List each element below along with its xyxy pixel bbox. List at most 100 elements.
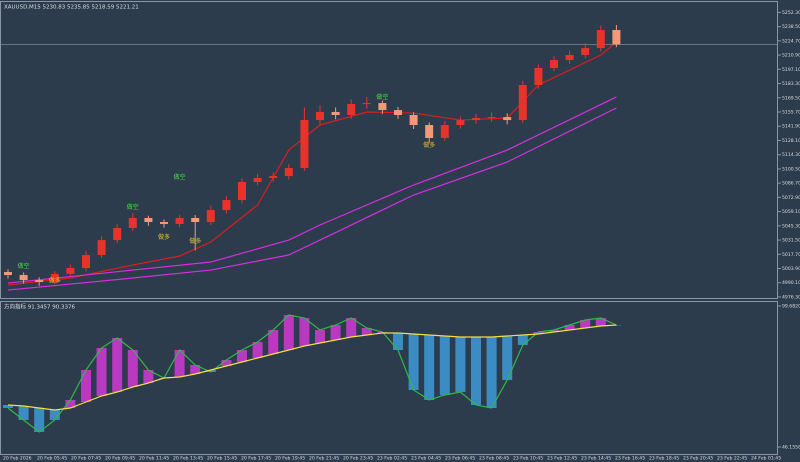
candle-body — [128, 217, 137, 228]
x-tick-label: 20 Feb 07:45 — [71, 456, 101, 462]
histogram-bar — [299, 318, 310, 346]
candle-body — [487, 117, 496, 119]
histogram-bar — [112, 338, 123, 393]
histogram-bar — [330, 324, 341, 341]
histogram-bar — [205, 369, 216, 372]
y-tick-label: 4976.30 — [782, 294, 800, 300]
x-tick-label: 20 Feb 2026 — [3, 456, 32, 462]
histogram-bar — [517, 335, 528, 345]
candle-body — [612, 30, 621, 45]
signal-label: 做空 — [174, 173, 186, 181]
x-tick-label: 23 Feb 10:45 — [513, 456, 543, 462]
x-tick-label: 20 Feb 15:45 — [207, 456, 237, 462]
candle-body — [160, 222, 168, 224]
x-tick-label: 23 Feb 18:45 — [649, 456, 679, 462]
candle-body — [66, 267, 75, 274]
x-tick-label: 23 Feb 20:45 — [683, 456, 713, 462]
y-tick-label: 5059.10 — [782, 209, 800, 215]
y-tick-label: 5183.30 — [782, 81, 800, 87]
histogram-bar — [580, 319, 591, 329]
candle-body — [19, 275, 28, 281]
histogram-bar — [81, 369, 91, 402]
candle-body — [565, 54, 574, 61]
y-tick-label: 5100.50 — [782, 166, 800, 172]
candle-body — [300, 120, 309, 168]
candle-body — [284, 167, 293, 177]
moving-average — [7, 41, 617, 286]
indicator-line — [7, 324, 617, 411]
y-tick-label: 5252.30 — [782, 10, 800, 16]
y-tick-label: 5031.50 — [782, 238, 800, 244]
candle-body — [316, 112, 324, 121]
histogram-bar — [237, 349, 247, 363]
y-tick-label: 5017.70 — [782, 252, 800, 258]
candle-body — [472, 117, 480, 121]
candle-body — [425, 124, 434, 138]
histogram-bar — [65, 399, 76, 409]
x-tick-label: 23 Feb 16:45 — [615, 456, 645, 462]
x-tick-label: 20 Feb 19:45 — [275, 456, 305, 462]
candle-body — [550, 60, 558, 68]
candle-body — [331, 112, 340, 115]
moving-average — [7, 96, 617, 284]
candle-body — [394, 110, 402, 115]
x-tick-label: 23 Feb 22:45 — [717, 456, 747, 462]
y-tick-label: 5238.50 — [782, 24, 800, 30]
histogram-bar — [346, 318, 357, 338]
histogram-bar — [564, 324, 575, 331]
candle-body — [113, 227, 122, 241]
candle-body — [440, 124, 449, 138]
y-tick-label: 5114.30 — [782, 152, 800, 158]
histogram-bar — [221, 360, 232, 367]
x-tick-label: 20 Feb 13:45 — [173, 456, 203, 462]
histogram-bar — [143, 369, 154, 384]
y-tick-label: 5003.90 — [782, 266, 800, 272]
histogram-bar — [439, 336, 450, 395]
candle-body — [269, 176, 278, 178]
x-tick-label: 20 Feb 21:45 — [309, 456, 339, 462]
y-tick-label: 5086.70 — [782, 181, 800, 187]
indicator-line — [7, 314, 617, 433]
x-tick-label: 20 Feb 17:45 — [241, 456, 271, 462]
histogram-bar — [595, 318, 606, 326]
x-tick-label: 23 Feb 02:45 — [377, 456, 407, 462]
candle-body — [253, 177, 262, 183]
candle-body — [97, 240, 106, 256]
histogram-bar — [408, 334, 419, 391]
y-tick-label: 5197.10 — [782, 67, 800, 73]
histogram-bar — [174, 349, 185, 377]
histogram-bar — [96, 347, 107, 396]
histogram-bar — [34, 408, 45, 433]
histogram-bar — [455, 337, 466, 393]
signal-label: 做空 — [18, 262, 30, 270]
candle-body — [409, 114, 418, 125]
indicator-title: 方向指标 91.3457 90.3376 — [4, 303, 75, 311]
candle-body — [50, 273, 59, 283]
y-tick-label: 5045.30 — [782, 223, 800, 229]
candle-body — [82, 255, 90, 268]
y-tick-label: 99.6820 — [782, 303, 800, 309]
histogram-bar — [190, 365, 201, 374]
candle-body — [581, 47, 590, 55]
signal-label: 做多 — [49, 276, 61, 284]
signal-label: 做多 — [189, 237, 201, 245]
x-tick-label: 23 Feb 12:45 — [547, 456, 577, 462]
histogram-bar — [283, 315, 294, 350]
candle-body — [175, 217, 184, 224]
candle-body — [35, 280, 44, 283]
x-tick-label: 20 Feb 23:45 — [343, 456, 373, 462]
signal-label: 做多 — [158, 233, 170, 241]
candle-body — [362, 103, 371, 105]
candle-body — [378, 103, 387, 111]
histogram-bar — [533, 332, 544, 335]
histogram-bar — [268, 330, 279, 355]
signal-label: 做空 — [376, 93, 388, 101]
candle-body — [596, 30, 605, 48]
y-tick-label: 46.1558 — [782, 445, 800, 451]
x-tick-label: 20 Feb 09:45 — [105, 456, 135, 462]
y-tick-label: 5128.10 — [782, 138, 800, 144]
candle-body — [4, 272, 12, 276]
candle-body — [534, 67, 543, 85]
